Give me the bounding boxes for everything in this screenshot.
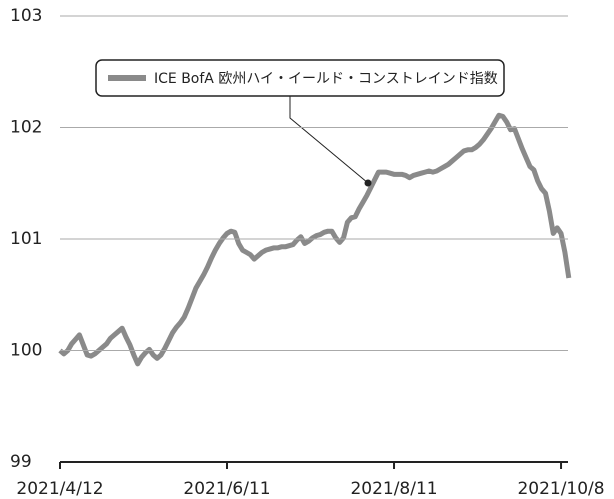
x-tick-label: 2021/8/11 [350, 479, 437, 499]
y-tick-label: 102 [10, 118, 42, 138]
x-tick-label: 2021/6/11 [183, 479, 270, 499]
y-tick-label: 99 [10, 452, 32, 472]
x-tick-label: 2021/4/12 [16, 479, 103, 499]
annotation-dot [364, 179, 372, 187]
y-tick-label: 103 [10, 6, 42, 26]
legend-box [95, 59, 505, 97]
data-line [58, 112, 572, 367]
legend-label: ICE BofA 欧州ハイ・イールド・コンストレインド指数 [154, 71, 498, 87]
y-tick-label: 101 [10, 229, 42, 249]
annotation-pointer [289, 96, 369, 184]
x-tick-label: 2021/10/8 [517, 479, 604, 499]
y-tick-label: 100 [10, 341, 42, 361]
